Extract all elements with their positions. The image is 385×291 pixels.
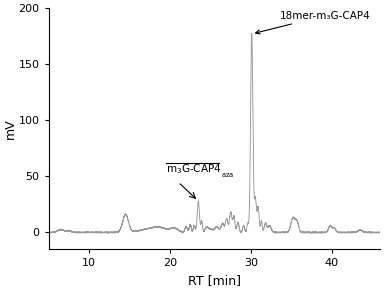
Y-axis label: mV: mV <box>4 118 17 139</box>
Text: 18mer-m₃G-CAP4: 18mer-m₃G-CAP4 <box>256 10 371 34</box>
X-axis label: RT [min]: RT [min] <box>188 274 241 287</box>
Text: $_\mathrm{aza}$: $_\mathrm{aza}$ <box>221 170 234 180</box>
Text: m$_3$G-CAP4: m$_3$G-CAP4 <box>166 163 221 176</box>
